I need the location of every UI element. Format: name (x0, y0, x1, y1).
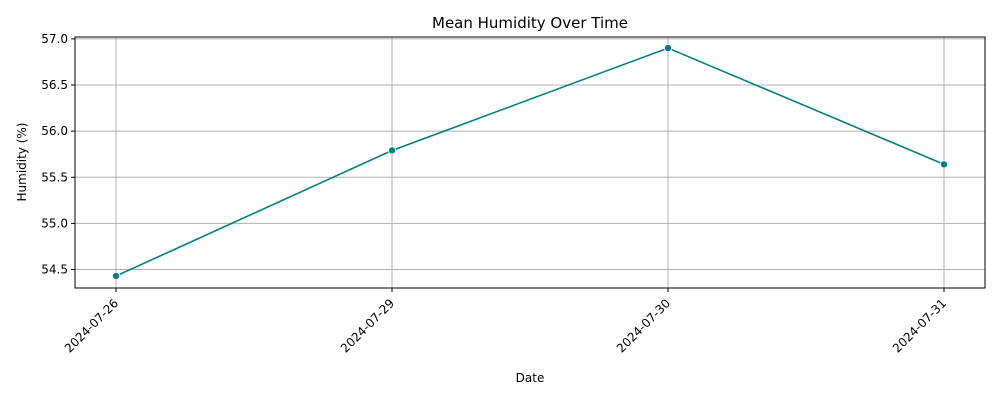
y-tick-label: 55.5 (41, 170, 68, 184)
plot-area-frame (74, 36, 986, 289)
data-point (664, 44, 673, 53)
x-axis-ticks: 2024-07-26 2024-07-29 2024-07-30 2024-07-31 (62, 288, 949, 355)
data-point (387, 146, 396, 155)
y-tick-label: 55.0 (41, 216, 68, 230)
series (112, 44, 949, 281)
y-axis-label: Humidity (%) (15, 123, 29, 202)
y-tick-label: 54.5 (41, 263, 68, 277)
y-tick-label: 57.0 (41, 32, 68, 46)
data-point (112, 272, 121, 281)
chart-title: Mean Humidity Over Time (432, 14, 628, 32)
grid (75, 37, 985, 288)
x-tick-label: 2024-07-30 (614, 296, 673, 355)
x-tick-label: 2024-07-29 (338, 296, 397, 355)
x-axis-label: Date (516, 371, 545, 385)
data-point (940, 160, 949, 169)
y-tick-label: 56.5 (41, 78, 68, 92)
series-line (115, 47, 945, 277)
x-tick-label: 2024-07-26 (62, 296, 121, 355)
x-tick-label: 2024-07-31 (890, 296, 949, 355)
y-axis-ticks: 54.5 55.0 55.5 56.0 56.5 57.0 (41, 32, 75, 277)
y-tick-label: 56.0 (41, 124, 68, 138)
